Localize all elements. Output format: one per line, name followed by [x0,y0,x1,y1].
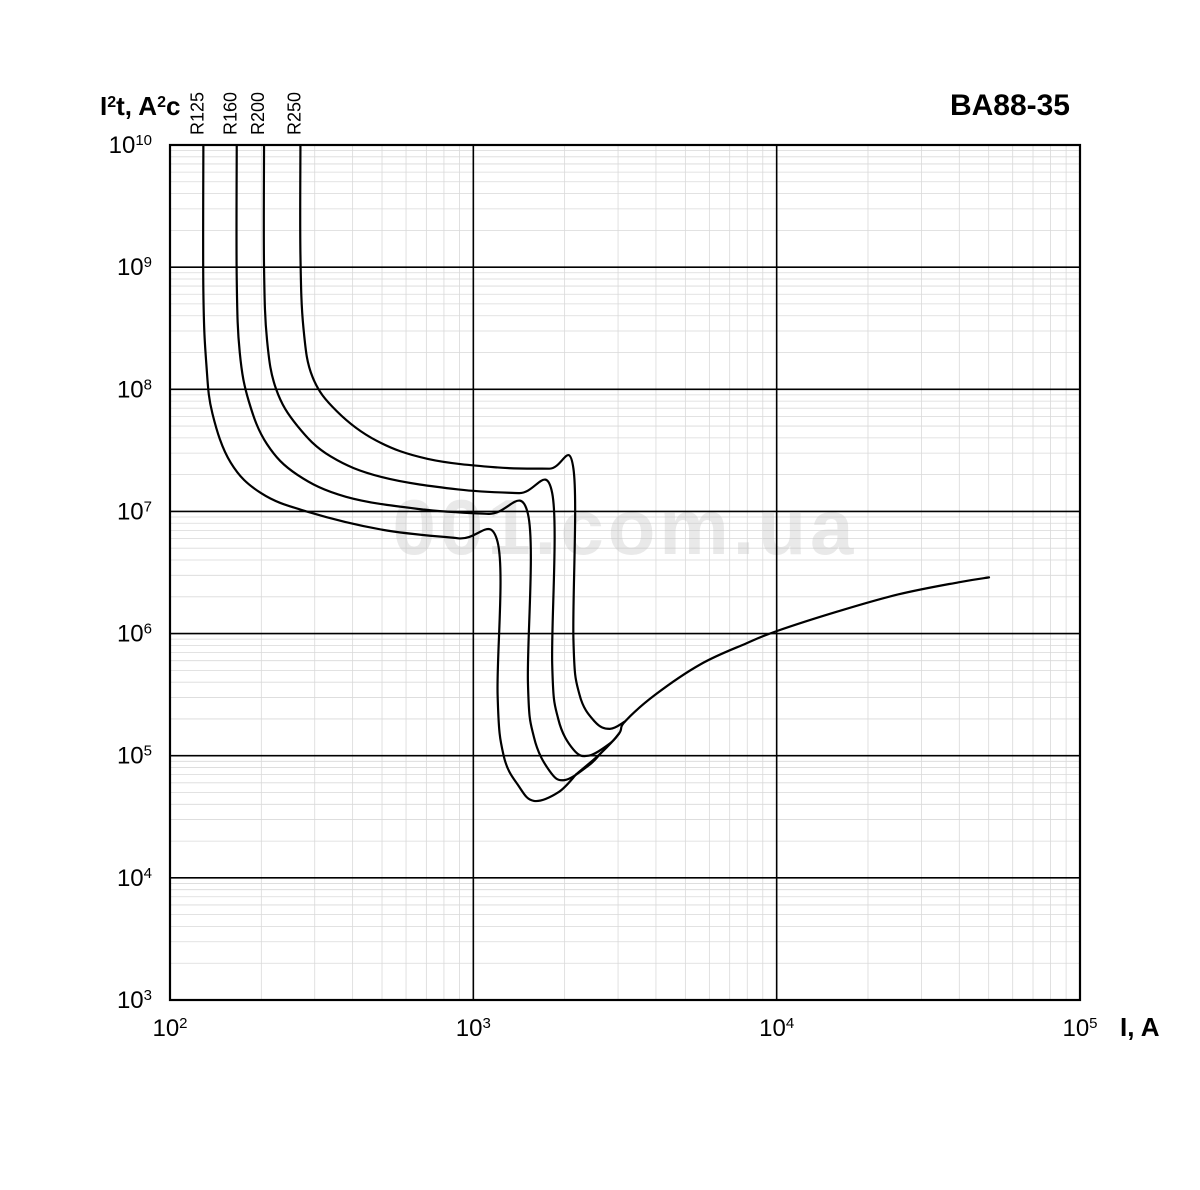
watermark: 001.com.ua [393,483,858,571]
i2t-curve-chart: 001.com.ua103104105106107108109101010210… [0,0,1200,1190]
chart-background [0,0,1200,1190]
chart-title: BA88-35 [950,89,1070,122]
curve-label: R125 [187,92,207,135]
curve-label: R200 [248,92,268,135]
x-axis-label: I, A [1120,1012,1160,1042]
curve-label: R250 [284,92,304,135]
curve-label: R160 [221,92,241,135]
